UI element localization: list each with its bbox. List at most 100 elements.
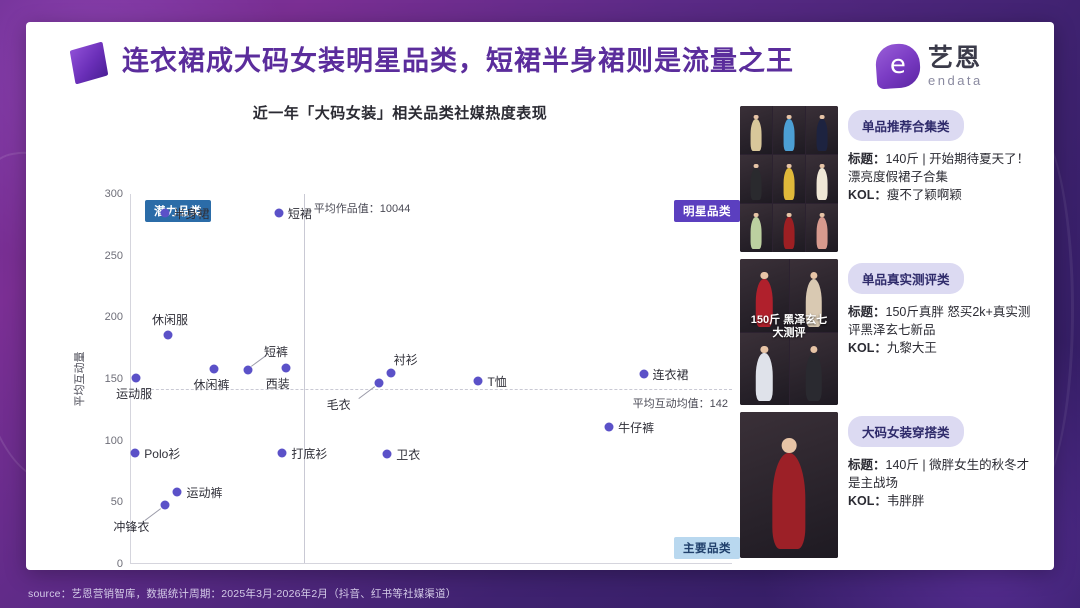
scatter-point[interactable] <box>130 448 140 458</box>
thumbnail-model-head <box>819 114 825 120</box>
slide-header: 连衣裙成大码女装明星品类，短裙半身裙则是流量之王 艺恩 endata <box>26 22 1054 98</box>
x-axis-tick: 10000 <box>288 569 319 570</box>
thumbnail-model-head <box>753 163 759 169</box>
brand-name-en: endata <box>928 72 983 88</box>
thumbnail-cell <box>740 106 772 154</box>
scatter-point[interactable] <box>473 376 483 386</box>
scatter-point-label: 半身裙 <box>173 206 210 221</box>
scatter-point[interactable] <box>160 208 170 217</box>
thumbnail-cell <box>773 106 805 154</box>
card-thumbnail <box>740 106 838 252</box>
x-axis-tick: 15000 <box>374 569 405 570</box>
scatter-point[interactable] <box>172 487 182 497</box>
thumbnail-cell <box>740 259 789 332</box>
thumbnail-model-dress <box>805 352 822 401</box>
scatter-point-label: 卫衣 <box>396 448 421 463</box>
thumbnail-model-head <box>810 345 818 353</box>
chart-title: 近一年「大码女装」相关品类社媒热度表现 <box>252 105 548 122</box>
thumbnail-cell <box>740 204 772 252</box>
average-interaction-note: 平均互动均值：142 <box>632 397 728 410</box>
scatter-point-label: 运动服 <box>116 386 153 401</box>
diamond-bullet-icon <box>69 41 109 85</box>
thumbnail-model-head <box>786 212 792 218</box>
thumbnail-cell <box>789 332 838 405</box>
thumbnail-model-dress <box>805 279 822 328</box>
card-title-text: 140斤 | 微胖女生的秋冬才是主战场 <box>848 458 1030 491</box>
quadrant-badge: 主要品类 <box>674 537 740 559</box>
card-thumbnail: 150斤 黑泽玄七 大测评 <box>740 259 838 405</box>
thumbnail-model-dress <box>783 168 795 201</box>
scatter-point[interactable] <box>163 330 173 340</box>
card-thumbnail <box>740 412 838 558</box>
card-kol-text: 韦胖胖 <box>886 494 925 509</box>
scatter-point-label: 运动裤 <box>186 486 223 501</box>
card-title-label: 标题： <box>848 305 886 319</box>
thumbnail-model-dress <box>816 217 828 250</box>
scatter-point-label: T恤 <box>487 375 507 390</box>
card-kol-label: KOL： <box>848 341 887 356</box>
thumbnail-cell <box>773 155 805 203</box>
thumbnail-model-head <box>819 163 825 169</box>
scatter-point-label: 打底衫 <box>291 447 328 461</box>
content-type-card[interactable]: 单品推荐合集类 标题：140斤 | 开始期待夏天了！漂亮度假裙子合集 KOL：瘦不了… <box>740 106 1040 252</box>
thumbnail-model-dress <box>783 217 795 250</box>
thumbnail-model-head <box>810 272 818 280</box>
thumbnail-model-dress <box>750 119 762 152</box>
y-axis-tick: 0 <box>116 558 123 570</box>
scatter-point[interactable] <box>639 369 649 379</box>
brand-logo-text: 艺恩 endata <box>928 45 983 88</box>
scatter-point-label: 衬衫 <box>393 352 418 367</box>
thumbnail-model-dress <box>756 352 773 401</box>
card-title-label: 标题： <box>848 152 886 166</box>
thumbnail-cell <box>740 332 789 405</box>
scatter-point[interactable] <box>382 449 392 459</box>
thumbnail-cell <box>740 412 838 558</box>
scatter-point[interactable] <box>281 363 291 373</box>
scatter-point[interactable] <box>374 378 384 388</box>
thumbnail-cell <box>806 155 838 203</box>
card-title-text: 140斤 | 开始期待夏天了！漂亮度假裙子合集 <box>848 152 1030 185</box>
content-type-panel: 单品推荐合集类 标题：140斤 | 开始期待夏天了！漂亮度假裙子合集 KOL：瘦不了… <box>740 106 1040 558</box>
card-title-line: 标题：140斤 | 开始期待夏天了！漂亮度假裙子合集 <box>848 150 1040 186</box>
card-body: 单品推荐合集类 标题：140斤 | 开始期待夏天了！漂亮度假裙子合集 KOL：瘦不了… <box>848 106 1040 204</box>
scatter-point[interactable] <box>277 448 287 458</box>
x-axis-tick: 25000 <box>546 569 577 570</box>
scatter-point-label: Polo衫 <box>144 447 181 461</box>
plot-area: 平均互动量 相关作品量 0501001502002503000500010000… <box>74 188 748 570</box>
thumbnail-model-dress <box>816 168 828 201</box>
scatter-point[interactable] <box>274 208 284 217</box>
y-axis-tick: 300 <box>104 188 123 200</box>
scatter-point[interactable] <box>131 373 141 383</box>
card-title-line: 标题：150斤真胖 怒买2k+真实测评黑泽玄七新品 <box>848 303 1040 339</box>
scatter-point[interactable] <box>604 422 614 432</box>
quadrant-badge: 明星品类 <box>674 200 740 222</box>
thumbnail-cell <box>806 204 838 252</box>
card-title-label: 标题： <box>848 458 886 472</box>
average-works-vertical-line <box>303 194 305 563</box>
thumbnail-overlay-text: 150斤 黑泽玄七 大测评 <box>750 314 828 340</box>
scatter-point-label: 短裤 <box>263 345 288 360</box>
card-category-tag: 单品真实测评类 <box>848 263 964 294</box>
card-kol-line: KOL：瘦不了颖啊颖 <box>848 186 1040 204</box>
thumbnail-model-dress <box>750 217 762 250</box>
thumbnail-cell <box>740 155 772 203</box>
y-axis-tick: 150 <box>104 373 123 385</box>
scatter-point[interactable] <box>160 500 170 510</box>
scatter-point[interactable] <box>209 364 219 374</box>
x-axis-tick: 20000 <box>460 569 491 570</box>
scatter-point[interactable] <box>386 368 396 378</box>
card-kol-line: KOL：韦胖胖 <box>848 492 1040 510</box>
thumbnail-cell <box>789 259 838 332</box>
card-kol-text: 瘦不了颖啊颖 <box>886 188 962 203</box>
thumbnail-model-head <box>819 212 825 218</box>
card-kol-label: KOL： <box>848 494 887 509</box>
content-type-card[interactable]: 大码女装穿搭类 标题：140斤 | 微胖女生的秋冬才是主战场 KOL：韦胖胖 <box>740 412 1040 558</box>
thumbnail-model-dress <box>772 452 806 550</box>
thumbnail-model-head <box>753 114 759 120</box>
x-axis-tick: 35000 <box>718 569 749 570</box>
card-category-tag: 大码女装穿搭类 <box>848 416 964 447</box>
card-kol-line: KOL：九黎大王 <box>848 339 1040 357</box>
thumbnail-model-head <box>781 438 797 453</box>
scatter-point[interactable] <box>243 365 253 375</box>
content-type-card[interactable]: 150斤 黑泽玄七 大测评 单品真实测评类标题：150斤真胖 怒买2k+真实测评黑泽… <box>740 259 1040 405</box>
